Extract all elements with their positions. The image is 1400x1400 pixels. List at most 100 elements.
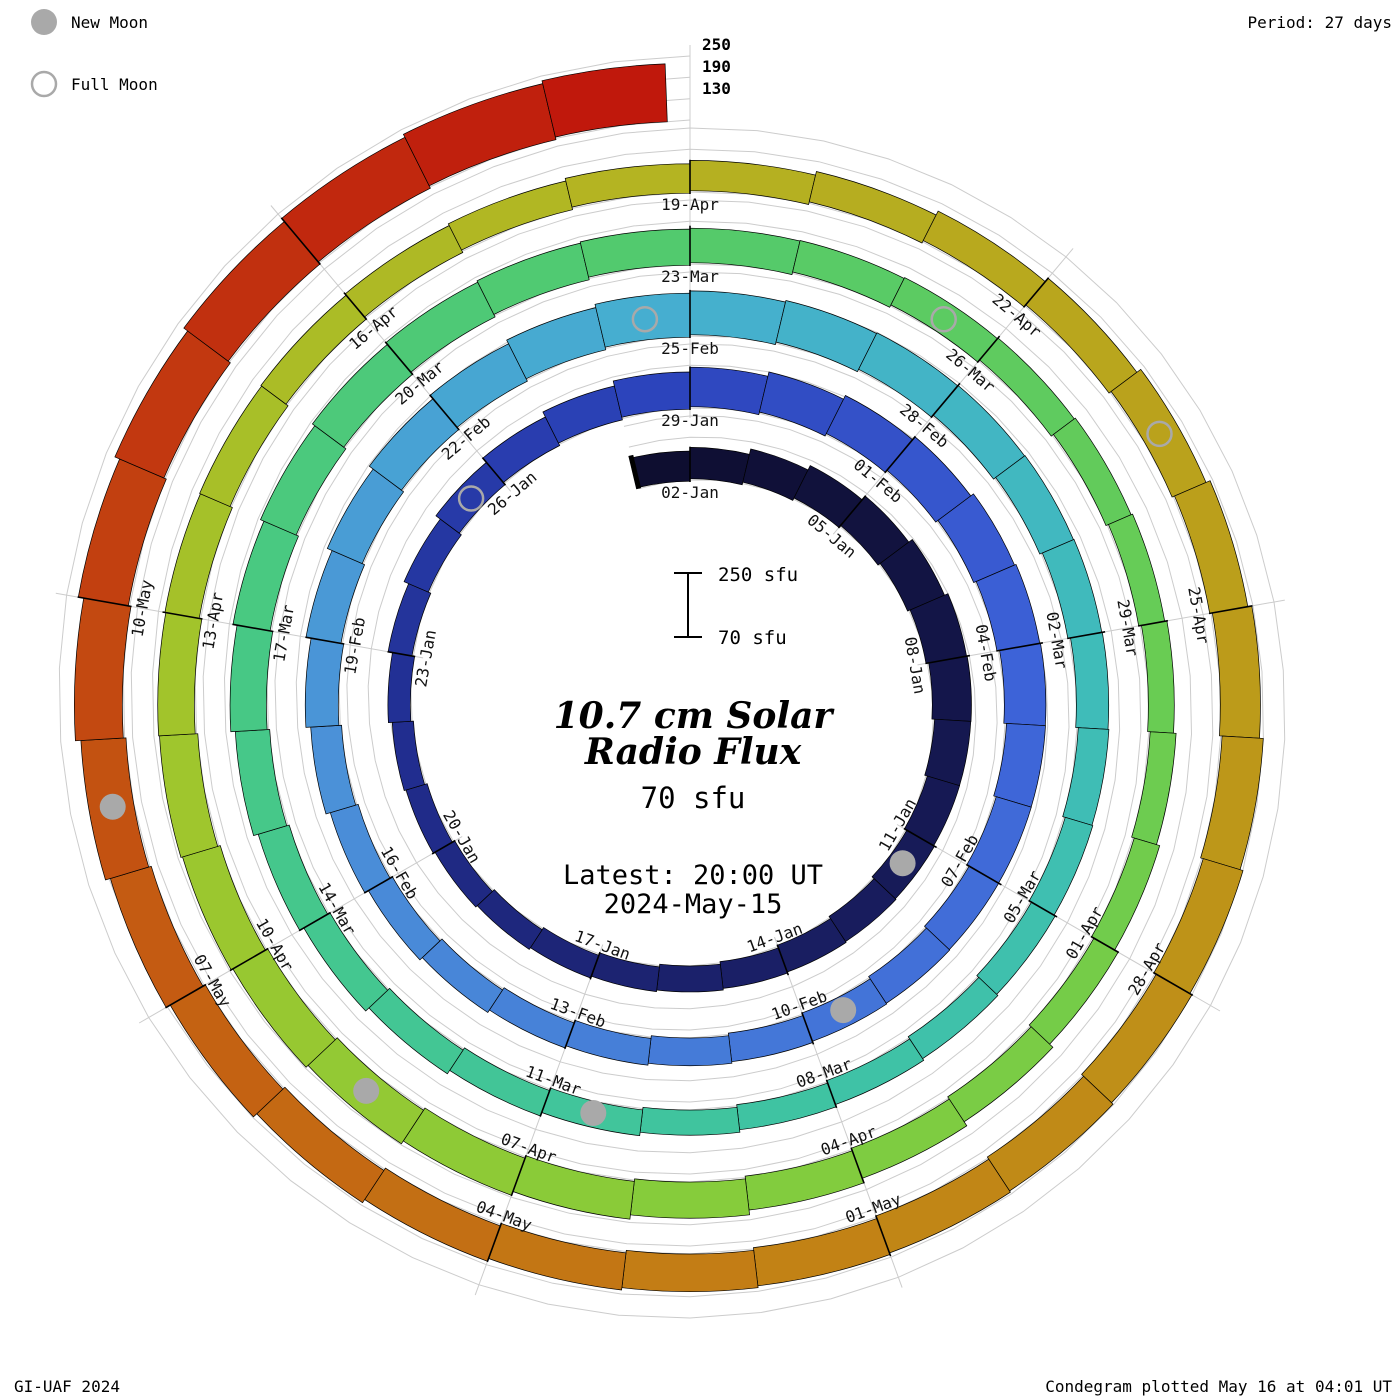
day-tick xyxy=(776,944,790,976)
day-tick xyxy=(510,1154,527,1197)
radial-axis-labels: 250 190 130 xyxy=(702,35,731,98)
flux-bar xyxy=(727,1014,814,1063)
day-tick xyxy=(232,623,274,633)
day-tick xyxy=(363,875,394,894)
flux-bar xyxy=(995,455,1074,555)
flux-bar xyxy=(630,450,691,488)
day-tick xyxy=(481,457,507,486)
flux-bar xyxy=(512,1155,635,1220)
date-label: 23-Mar xyxy=(661,267,719,286)
full-moon-icon xyxy=(30,70,58,98)
latest-time-label: Latest: 20:00 UT xyxy=(563,860,823,891)
flux-bar xyxy=(999,642,1047,727)
flux-bar xyxy=(736,1082,837,1131)
day-tick xyxy=(589,951,601,980)
flux-bar xyxy=(621,1249,759,1292)
day-tick xyxy=(280,217,322,266)
day-tick xyxy=(384,341,414,376)
day-tick xyxy=(162,611,203,620)
flux-bar xyxy=(506,307,607,380)
radial-axis-tick-190: 190 xyxy=(702,57,731,76)
flux-bar xyxy=(329,803,391,894)
scale-top-label: 250 sfu xyxy=(718,564,798,586)
new-moon-label: New Moon xyxy=(71,13,148,32)
day-tick xyxy=(825,1079,838,1109)
grid-spiral-250 xyxy=(58,55,1286,1319)
flux-scale: 250 sfu 70 sfu xyxy=(674,564,798,649)
flux-bar xyxy=(304,637,345,728)
day-tick xyxy=(1090,935,1120,954)
spiral-start-cap xyxy=(628,454,642,490)
flux-bar xyxy=(447,180,574,251)
flux-bar xyxy=(310,724,357,815)
flux-bar xyxy=(868,927,951,1004)
day-tick xyxy=(539,1087,552,1117)
new-moon-marker xyxy=(99,793,126,820)
period-label: Period: 27 days xyxy=(1248,13,1393,32)
day-tick xyxy=(1067,631,1106,640)
flux-bar xyxy=(630,1178,750,1219)
full-moon-marker xyxy=(631,305,659,333)
flux-bar xyxy=(387,652,416,723)
day-tick xyxy=(996,642,1044,652)
day-tick xyxy=(486,1222,503,1263)
day-tick xyxy=(925,654,971,665)
flux-bar xyxy=(993,723,1046,808)
new-moon-marker xyxy=(353,1077,380,1104)
day-tick xyxy=(77,596,132,608)
flux-bar xyxy=(159,733,219,858)
chart-title-line2: Radio Flux xyxy=(584,731,802,773)
date-label: 02-Jan xyxy=(661,483,719,502)
flux-bar xyxy=(402,1107,526,1196)
flux-bar xyxy=(656,963,724,993)
full-moon-marker xyxy=(457,485,485,512)
new-moon-marker xyxy=(580,1100,607,1126)
day-tick xyxy=(1152,971,1194,996)
day-tick xyxy=(1022,277,1050,308)
day-tick xyxy=(850,1147,865,1184)
scale-bottom-label: 70 sfu xyxy=(718,627,787,649)
flux-bar xyxy=(928,655,972,722)
flux-bar xyxy=(775,300,878,373)
flux-bar xyxy=(792,240,905,308)
flux-bar xyxy=(922,210,1046,308)
flux-bar xyxy=(229,624,274,733)
flux-bar xyxy=(476,889,543,950)
flux-bar xyxy=(488,1222,627,1291)
date-label: 19-Apr xyxy=(661,195,719,214)
flux-bar xyxy=(1140,620,1175,734)
date-label: 29-Jan xyxy=(661,411,719,430)
day-tick xyxy=(298,911,332,932)
credit-label: GI-UAF 2024 xyxy=(14,1377,120,1396)
chart-title-line1: 10.7 cm Solar xyxy=(554,695,836,737)
spiral-plot: 02-Jan05-Jan08-Jan11-Jan14-Jan17-Jan20-J… xyxy=(55,45,1286,1319)
day-tick xyxy=(1028,899,1058,918)
scale-bar xyxy=(674,572,702,638)
day-tick xyxy=(837,495,867,529)
flux-bar xyxy=(1070,631,1109,730)
flux-bar xyxy=(689,447,750,486)
new-moon-marker xyxy=(889,850,916,877)
flux-bar xyxy=(1028,816,1094,916)
radial-axis-tick-130: 130 xyxy=(702,79,731,98)
new-moon-icon xyxy=(31,9,57,35)
day-tick xyxy=(165,983,207,1009)
flux-bar xyxy=(157,612,203,737)
day-tick xyxy=(564,1019,577,1050)
flux-bar xyxy=(1025,277,1138,394)
flux-bar xyxy=(639,1106,741,1136)
day-tick xyxy=(874,1215,892,1257)
full-moon-label: Full Moon xyxy=(71,75,158,94)
latest-date-label: 2024-May-15 xyxy=(604,889,783,920)
flux-bar xyxy=(1200,735,1264,871)
date-label: 25-Feb xyxy=(661,339,719,358)
flux-bar xyxy=(647,1035,733,1067)
flux-bar xyxy=(421,938,504,1013)
day-tick xyxy=(965,863,1002,886)
grid-spiral-190 xyxy=(80,76,1264,1298)
flux-bar xyxy=(1110,368,1207,498)
flux-bar xyxy=(385,281,496,373)
flux-bar xyxy=(1131,731,1177,846)
day-tick xyxy=(884,435,917,474)
